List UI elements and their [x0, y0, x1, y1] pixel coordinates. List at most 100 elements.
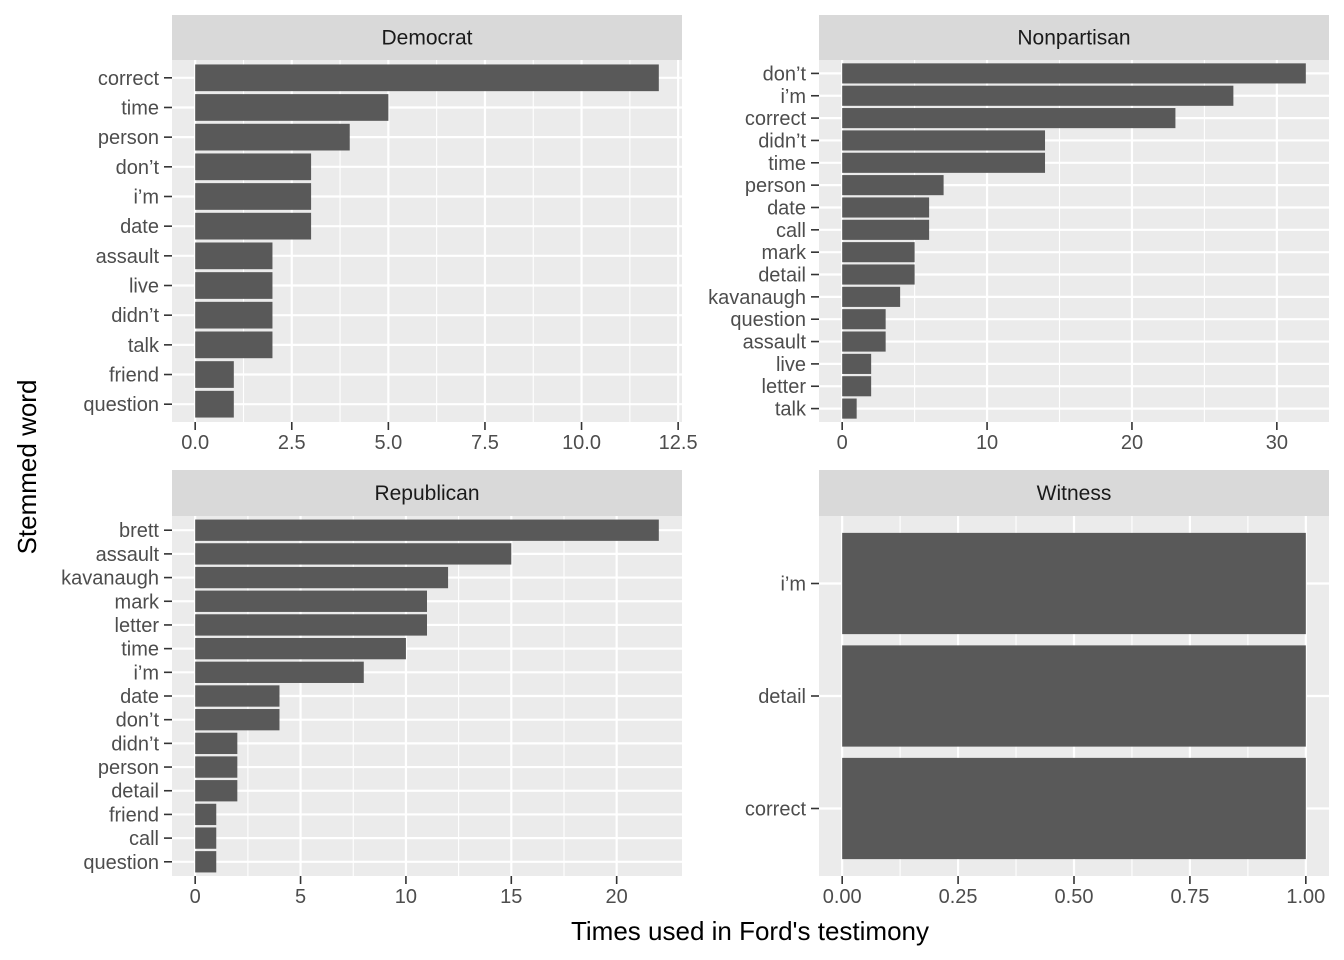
bar-talk: [842, 398, 857, 419]
x-tick-label: 15: [500, 886, 522, 908]
bar-i-m: [195, 661, 364, 683]
y-tick-label: time: [121, 639, 159, 661]
bar-kavanaugh: [842, 286, 901, 307]
bar-date: [195, 685, 280, 707]
x-tick-label: 7.5: [471, 432, 499, 454]
x-tick-label: 0: [190, 886, 201, 908]
x-tick-label: 0.75: [1170, 886, 1209, 908]
y-tick-label: assault: [96, 246, 160, 268]
bar-didn-t: [842, 130, 1046, 151]
bar-mark: [195, 590, 427, 612]
y-tick-label: didn’t: [111, 305, 159, 327]
y-tick-label: i’m: [133, 186, 159, 208]
panel-democrat: Democrat correct time person don’t i’m date ass…: [83, 15, 698, 454]
x-tick-label: 10.0: [562, 432, 601, 454]
y-tick-label: time: [768, 153, 806, 175]
y-tick-label: date: [767, 197, 806, 219]
x-tick-label: 30: [1266, 432, 1288, 454]
bar-call: [842, 219, 930, 240]
y-tick-label: assault: [96, 544, 160, 566]
bar-time: [195, 637, 406, 660]
facet-strip: [819, 470, 1329, 516]
y-tick-label: question: [83, 852, 159, 874]
y-tick-label: call: [129, 828, 159, 850]
bar-letter: [842, 376, 872, 397]
x-tick-label: 5: [295, 886, 306, 908]
bar-question: [842, 309, 886, 330]
y-tick-label: detail: [758, 686, 806, 708]
y-tick-label: kavanaugh: [708, 287, 806, 309]
bar-call: [195, 827, 217, 849]
y-axis-title: Stemmed word: [12, 380, 42, 555]
y-tick-label: didn’t: [111, 733, 159, 755]
y-tick-label: talk: [128, 335, 160, 357]
bar-letter: [195, 614, 427, 636]
x-tick-label: 0: [837, 432, 848, 454]
bar-question: [195, 851, 217, 873]
bar-time: [842, 152, 1046, 173]
facet-strip: [172, 15, 682, 60]
x-tick-label: 20: [606, 886, 628, 908]
y-tick-label: assault: [743, 332, 807, 354]
y-tick-label: person: [745, 175, 806, 197]
y-tick-label: kavanaugh: [61, 568, 159, 590]
y-tick-label: mark: [115, 591, 160, 613]
y-tick-label: i’m: [780, 574, 806, 596]
bar-correct: [195, 64, 659, 92]
facet-strip-label: Republican: [374, 482, 479, 505]
y-tick-label: date: [120, 216, 159, 238]
y-tick-label: date: [120, 686, 159, 708]
bar-don-t: [195, 153, 312, 181]
y-tick-label: correct: [98, 68, 160, 90]
x-axis-title: Times used in Ford's testimony: [571, 916, 929, 946]
bar-time: [195, 94, 389, 121]
y-tick-label: letter: [762, 376, 807, 398]
bar-i-m: [842, 532, 1306, 635]
bar-live: [195, 272, 273, 299]
bar-live: [842, 353, 872, 374]
y-tick-label: correct: [745, 799, 807, 821]
y-tick-label: don’t: [763, 63, 807, 85]
x-tick-label: 0.00: [823, 886, 862, 908]
y-tick-label: person: [98, 757, 159, 779]
bar-correct: [842, 108, 1176, 129]
y-tick-label: detail: [758, 265, 806, 287]
bar-correct: [842, 757, 1306, 860]
bar-i-m: [195, 183, 312, 210]
y-tick-label: correct: [745, 108, 807, 130]
y-tick-label: live: [129, 276, 159, 298]
bar-friend: [195, 803, 217, 826]
y-tick-label: time: [121, 97, 159, 119]
y-tick-label: question: [730, 309, 806, 331]
bar-kavanaugh: [195, 566, 449, 589]
y-tick-label: brett: [119, 520, 159, 542]
x-tick-label: 0.0: [181, 432, 209, 454]
bar-date: [842, 197, 930, 218]
bar-assault: [195, 242, 273, 270]
y-tick-label: don’t: [116, 157, 160, 179]
y-tick-label: call: [776, 220, 806, 242]
y-tick-label: person: [98, 127, 159, 149]
x-tick-label: 5.0: [374, 432, 402, 454]
y-tick-label: i’m: [780, 86, 806, 108]
panel-witness: Witness i’m detail correct 0.00 0.25 0.50 0.75 1…: [745, 470, 1329, 908]
bar-person: [195, 123, 350, 151]
y-tick-label: letter: [115, 615, 160, 637]
bar-person: [195, 756, 238, 778]
y-tick-label: don’t: [116, 710, 160, 732]
y-tick-label: friend: [109, 804, 159, 826]
x-tick-label: 10: [976, 432, 998, 454]
panel-nonpartisan: Nonpartisan don’ti’mcorrectdidn’ttimepers…: [708, 15, 1329, 454]
facet-strip-label: Witness: [1037, 482, 1112, 505]
x-tick-label: 0.50: [1055, 886, 1094, 908]
x-tick-label: 0.25: [939, 886, 978, 908]
bar-didn-t: [195, 301, 273, 329]
bar-didn-t: [195, 732, 238, 755]
facet-strip: [819, 15, 1329, 60]
y-tick-label: i’m: [133, 662, 159, 684]
bar-talk: [195, 331, 273, 359]
bar-detail: [842, 645, 1306, 747]
bar-date: [195, 212, 312, 240]
x-tick-label: 12.5: [659, 432, 698, 454]
bar-friend: [195, 361, 234, 388]
